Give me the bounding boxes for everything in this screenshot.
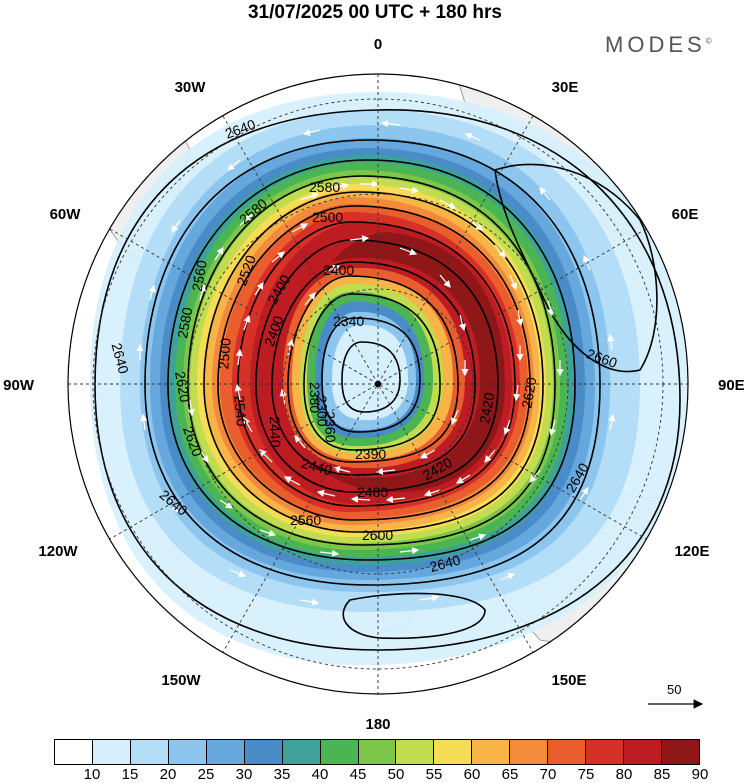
lon-label-60w: 60W xyxy=(50,206,82,223)
colorbar-tick-label: 65 xyxy=(501,766,519,783)
contour-2540 xyxy=(217,205,531,521)
contour-2300 xyxy=(341,341,401,413)
contour-label: 2500 xyxy=(215,337,234,370)
lon-label-120e: 120E xyxy=(674,543,709,560)
longitude-labels: 0 30E 60E 90E 120E 150E 180 150W 120W 90… xyxy=(3,36,745,733)
contour-2400 xyxy=(287,275,459,463)
inner-band-15 xyxy=(332,324,408,421)
colorbar-tick-label: 85 xyxy=(653,766,671,783)
contour-label: 2640 xyxy=(108,341,132,375)
lon-label-60e: 60E xyxy=(672,206,699,223)
colorbar-swatch xyxy=(472,740,511,764)
brand-text: MODES xyxy=(605,32,706,57)
contour-label: 2620 xyxy=(518,376,539,410)
contour-label: 2390 xyxy=(355,446,386,462)
colorbar-tick-label: 60 xyxy=(463,766,481,783)
contour-label: 2440 xyxy=(267,416,284,448)
lon-label-90e: 90E xyxy=(718,377,745,394)
colorbar-tick-label: 30 xyxy=(235,766,253,783)
colorbar-swatch xyxy=(510,740,549,764)
lon-label-180: 180 xyxy=(365,716,390,733)
reference-vector-label: 50 xyxy=(667,682,682,697)
contour-2560 xyxy=(203,191,544,533)
contour-2600 xyxy=(167,159,576,561)
colorbar-tick-label: 45 xyxy=(349,766,367,783)
pole-marker xyxy=(375,381,381,387)
lon-label-90w: 90W xyxy=(3,377,35,394)
contour-label: 2360 xyxy=(322,411,339,443)
contour-label: 2500 xyxy=(312,209,343,225)
brand-logo: MODES© xyxy=(605,32,712,58)
colorbar-swatch xyxy=(130,740,169,764)
wind-vectors xyxy=(136,120,616,606)
colorbar-tick-label: 70 xyxy=(539,766,557,783)
contour-2500 xyxy=(237,221,516,507)
lon-label-150w: 150W xyxy=(161,672,201,689)
contour-label: 2480 xyxy=(357,484,388,500)
contour-label: 2600 xyxy=(362,527,393,543)
contour-2460 xyxy=(255,239,499,493)
colorbar-swatch xyxy=(55,740,93,764)
wind-speed-shading xyxy=(90,92,688,666)
contour-label: 2560 xyxy=(189,259,210,293)
colorbar-tick-label: 25 xyxy=(197,766,215,783)
colorbar-swatch xyxy=(586,740,625,764)
colorbar-swatch xyxy=(282,740,321,764)
lon-label-120w: 120W xyxy=(38,543,78,560)
contour-label: 2340 xyxy=(333,313,364,329)
colorbar-swatch xyxy=(320,740,359,764)
colorbar-tick-label: 20 xyxy=(159,766,177,783)
contour-label: 2560 xyxy=(290,512,321,528)
contour-2380 xyxy=(303,293,441,451)
contour-2660-high xyxy=(494,163,658,373)
colorbar-tick-label: 40 xyxy=(311,766,329,783)
colorbar-tick-label: 35 xyxy=(273,766,291,783)
brand-copyright: © xyxy=(705,36,712,46)
colorbar-tick-label: 75 xyxy=(577,766,595,783)
contour-label: 2440 xyxy=(300,455,334,479)
lon-label-30e: 30E xyxy=(552,79,579,96)
colorbar-swatch xyxy=(92,740,131,764)
colorbar-tick-label: 10 xyxy=(83,766,101,783)
colorbar-swatch xyxy=(206,740,245,764)
contour-label: 2540 xyxy=(231,395,250,428)
lon-label-150e: 150E xyxy=(551,672,586,689)
colorbar-swatch xyxy=(168,740,207,764)
contour-label: 2620 xyxy=(172,370,193,404)
colorbar xyxy=(54,739,700,765)
contour-label: 2640 xyxy=(428,551,462,575)
colorbar-tick-label: 15 xyxy=(121,766,139,783)
lon-label-0: 0 xyxy=(374,36,382,53)
contour-label: 2300 xyxy=(314,395,331,427)
graticule xyxy=(68,74,688,694)
contour-label: 2400 xyxy=(323,262,354,278)
colorbar-tick-label: 55 xyxy=(425,766,443,783)
lon-label-30w: 30W xyxy=(175,79,207,96)
colorbar-tick-label: 80 xyxy=(615,766,633,783)
contour-label: 2580 xyxy=(174,306,195,340)
contour-label: 2420 xyxy=(476,391,497,425)
colorbar-swatch xyxy=(434,740,473,764)
colorbar-swatch xyxy=(358,740,397,764)
contour-label: 2580 xyxy=(309,179,340,195)
colorbar-tick-label: 50 xyxy=(387,766,405,783)
colorbar-swatch xyxy=(244,740,283,764)
colorbar-swatch xyxy=(624,740,662,764)
colorbar-tick-label: 90 xyxy=(691,766,709,783)
map-title: 31/07/2025 00 UTC + 180 hrs xyxy=(247,2,503,23)
contour-2620 xyxy=(144,139,601,586)
contour-label: 2380 xyxy=(307,382,323,413)
colorbar-swatch xyxy=(396,740,435,764)
colorbar-swatch xyxy=(662,740,699,764)
colorbar-labels: 10 15 20 25 30 35 40 45 50 55 60 65 70 75 80 85 90 xyxy=(54,766,709,783)
contour-2640-low xyxy=(342,592,486,640)
colorbar-swatch xyxy=(548,740,587,764)
map-border xyxy=(67,73,689,695)
